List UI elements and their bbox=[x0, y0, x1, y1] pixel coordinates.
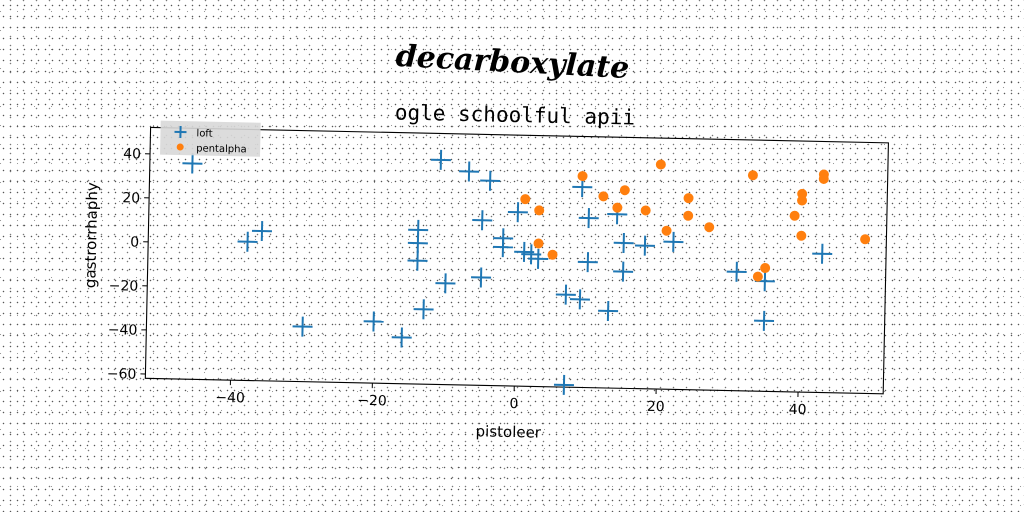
data-point-loft: loft: (22, 5) bbox=[663, 231, 684, 252]
y-tick-label: −20 bbox=[109, 278, 139, 295]
legend-marker-shape bbox=[174, 126, 187, 139]
legend: loft pentalpha bbox=[160, 120, 261, 157]
data-point-pentalpha: pentalpha: (49, 8) bbox=[860, 234, 871, 245]
data-point-pentalpha: pentalpha: (24, 17) bbox=[683, 210, 694, 221]
y-tick-label: 40 bbox=[123, 146, 141, 162]
data-point-loft: loft: (-7, 35) bbox=[459, 161, 480, 182]
data-point-loft: loft: (-30, -37) bbox=[292, 316, 313, 337]
data-point-loft: loft: (7, -61) bbox=[553, 374, 574, 395]
axes-group: ogle schoolful apii 40 20 0 −20 −40 −60 −40 −2… bbox=[81, 101, 889, 442]
data-point-pentalpha: pentalpha: (9, 34) bbox=[577, 171, 588, 182]
y-tick-label: 0 bbox=[130, 234, 139, 250]
data-point-pentalpha: pentalpha: (1, 23) bbox=[520, 194, 531, 205]
legend-box bbox=[160, 120, 261, 157]
data-point-loft: loft: (-36, 6) bbox=[251, 221, 273, 242]
data-point-pentalpha: pentalpha: (5, -2) bbox=[547, 249, 558, 260]
y-axis-ticks: 40 20 0 −20 −40 −60 bbox=[107, 146, 151, 383]
y-axis-label: gastrorrhaphy bbox=[81, 182, 101, 288]
data-point-loft: loft: (-38, 1) bbox=[237, 231, 258, 252]
data-point-pentalpha: pentalpha: (33, 36) bbox=[747, 170, 758, 181]
data-point-pentalpha: pentalpha: (39, 18) bbox=[789, 210, 800, 221]
data-point-loft: loft: (3, -4) bbox=[528, 248, 549, 269]
data-point-pentalpha: pentalpha: (3, 3) bbox=[533, 238, 544, 249]
data-point-pentalpha: pentalpha: (20, 40) bbox=[655, 159, 666, 170]
x-tick-label: 0 bbox=[509, 396, 518, 412]
data-point-loft: loft: (-14, -6) bbox=[407, 250, 428, 271]
legend-pentalpha-marker bbox=[176, 143, 184, 151]
data-point-loft: loft: (9, -22) bbox=[569, 289, 590, 310]
data-point-pentalpha: pentalpha: (18, 19) bbox=[640, 205, 651, 216]
x-axis-label: pistoleer bbox=[475, 422, 542, 441]
scatter-points: loft: (-46, 36) loft: (-38, 1)loft: (-36,… bbox=[182, 149, 871, 395]
data-point-loft: loft: (0, 17) bbox=[507, 202, 528, 223]
x-tick-label: −40 bbox=[215, 390, 245, 407]
data-point-loft: loft: (-13, -28) bbox=[413, 299, 434, 320]
data-point-loft: loft: (-16, -41) bbox=[391, 327, 412, 348]
data-point-loft: loft: (-4, 31) bbox=[480, 170, 501, 191]
data-point-pentalpha: pentalpha: (40, 25) bbox=[797, 195, 808, 206]
data-point-loft: loft: (18, 3) bbox=[634, 235, 655, 256]
data-point-loft: loft: (-46, 36) bbox=[182, 153, 203, 174]
x-axis-ticks: −40 −20 0 20 40 bbox=[215, 380, 807, 418]
plot-frame bbox=[144, 126, 889, 395]
data-point-loft: loft: (-14, 2) bbox=[407, 233, 428, 254]
x-tick-label: −20 bbox=[357, 393, 387, 410]
y-tick-label: −60 bbox=[107, 366, 137, 383]
data-point-pentalpha: pentalpha: (43, 35) bbox=[818, 173, 829, 184]
data-point-loft: loft: (15, 4) bbox=[613, 233, 634, 254]
data-point-loft: loft: (7, -20) bbox=[555, 284, 576, 305]
data-point-loft: loft: (-11, 40) bbox=[430, 149, 451, 170]
data-point-pentalpha: pentalpha: (15, 28) bbox=[619, 185, 630, 196]
chart-title: ogle schoolful apii bbox=[395, 101, 636, 130]
legend-label-loft: loft bbox=[196, 128, 212, 139]
data-point-pentalpha: pentalpha: (34, -10) bbox=[752, 271, 763, 282]
data-point-loft: loft: (10, -5) bbox=[577, 252, 598, 273]
figure-suptitle: decarboxylate bbox=[395, 39, 630, 86]
data-point-loft: loft: (-20, -34) bbox=[363, 311, 384, 332]
y-tick-label: −40 bbox=[108, 322, 138, 339]
data-point-pentalpha: pentalpha: (27, 12) bbox=[704, 222, 715, 233]
data-point-pentalpha: pentalpha: (40, 9) bbox=[796, 230, 807, 241]
data-point-loft: loft: (-10, -16) bbox=[435, 273, 456, 294]
x-tick-label: 40 bbox=[789, 402, 807, 418]
data-point-pentalpha: pentalpha: (3, 18) bbox=[534, 205, 545, 216]
x-tick-label: 20 bbox=[647, 399, 665, 415]
data-point-loft: loft: (43, 1) bbox=[812, 243, 833, 264]
data-point-loft: loft: (13, -27) bbox=[598, 300, 619, 321]
data-point-pentalpha: pentalpha: (14, 20) bbox=[612, 202, 623, 213]
data-point-pentalpha: pentalpha: (35, -6) bbox=[760, 263, 771, 274]
legend-label-pentalpha: pentalpha bbox=[196, 143, 247, 155]
legend-marker-shape bbox=[176, 143, 184, 151]
data-point-pentalpha: pentalpha: (21, 10) bbox=[661, 225, 672, 236]
data-point-loft: loft: (31, -8) bbox=[726, 261, 747, 282]
data-point-loft: loft: (-5, 13) bbox=[472, 210, 493, 231]
data-point-pentalpha: pentalpha: (12, 25) bbox=[598, 191, 609, 202]
data-point-loft: loft: (10, 15) bbox=[578, 208, 599, 229]
data-point-pentalpha: pentalpha: (24, 25) bbox=[683, 193, 694, 204]
data-point-loft: loft: (15, -9) bbox=[613, 261, 634, 282]
data-point-loft: loft: (-5, -13) bbox=[471, 267, 492, 288]
data-point-loft: loft: (-2, 5) bbox=[493, 228, 514, 249]
data-point-loft: loft: (35, -30) bbox=[754, 310, 775, 331]
y-tick-label: 20 bbox=[122, 190, 140, 206]
legend-loft-marker bbox=[174, 126, 187, 139]
